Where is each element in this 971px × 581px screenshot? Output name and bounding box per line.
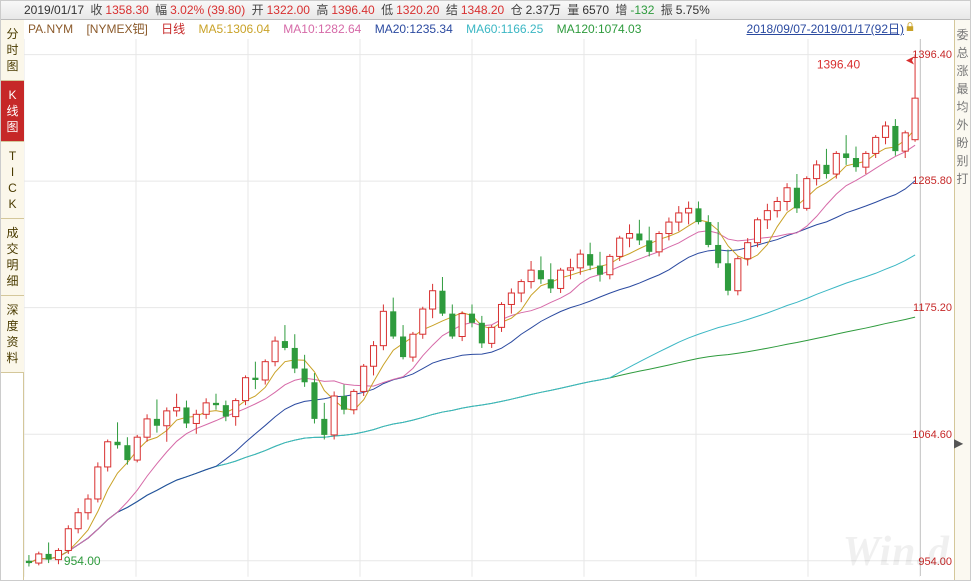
high-val: 1396.40 bbox=[331, 3, 374, 17]
amp-pct: 3.02% bbox=[170, 3, 204, 17]
expand-icon[interactable]: ▶ bbox=[954, 436, 964, 460]
status-bar: 2019/01/17 收1358.30 幅3.02%(39.80) 开1322.… bbox=[1, 1, 970, 20]
ma120: MA120:1074.03 bbox=[557, 22, 642, 36]
amp-lbl: 幅 bbox=[155, 3, 167, 17]
bar-date: 2019/01/17 bbox=[24, 3, 84, 17]
vol-lbl: 量 bbox=[567, 3, 579, 17]
range-val: 5.75% bbox=[676, 3, 710, 17]
left-tab-fenshitu[interactable]: 分时图 bbox=[1, 20, 24, 81]
left-tab-column: 分时图K线图TICK成交明细深度资料 bbox=[1, 20, 24, 580]
y-tick: 1396.40 bbox=[912, 49, 952, 61]
right-col-char[interactable]: 涨 bbox=[956, 62, 968, 80]
close-lbl: 收 bbox=[90, 3, 102, 17]
left-tab-tick[interactable]: TICK bbox=[1, 142, 24, 219]
settle-lbl: 结 bbox=[446, 3, 458, 17]
right-col-char[interactable]: 盼 bbox=[956, 134, 968, 152]
right-col-char[interactable]: 均 bbox=[956, 98, 968, 116]
y-tick: 1175.20 bbox=[913, 302, 952, 314]
ma10: MA10:1282.64 bbox=[283, 22, 361, 36]
trading-root: 2019/01/17 收1358.30 幅3.02%(39.80) 开1322.… bbox=[0, 0, 971, 581]
low-lbl: 低 bbox=[381, 3, 393, 17]
ma20: MA20:1235.34 bbox=[375, 22, 453, 36]
chg-val: -132 bbox=[630, 3, 654, 17]
right-column: ▶ 委总涨最均外盼别打 bbox=[954, 20, 970, 580]
right-col-char[interactable]: 总 bbox=[956, 44, 968, 62]
right-col-char[interactable]: 打 bbox=[956, 170, 968, 188]
svg-text:1396.40: 1396.40 bbox=[817, 58, 861, 72]
oi-lbl: 仓 bbox=[511, 3, 523, 17]
left-tab-shendu[interactable]: 深度资料 bbox=[1, 296, 24, 373]
range-lbl: 振 bbox=[661, 3, 673, 17]
amp-abs: (39.80) bbox=[207, 3, 245, 17]
oi-val: 2.37万 bbox=[526, 3, 561, 17]
right-col-char[interactable]: 委 bbox=[956, 26, 968, 44]
right-col-char[interactable]: 外 bbox=[956, 116, 968, 134]
vol-val: 6570 bbox=[582, 3, 609, 17]
price-axis: 1396.401285.801175.201064.60954.00 bbox=[920, 39, 954, 576]
right-col-char[interactable]: 别 bbox=[956, 152, 968, 170]
chg-lbl: 增 bbox=[615, 3, 627, 17]
y-tick: 954.00 bbox=[918, 556, 952, 568]
left-tab-kxiantu[interactable]: K线图 bbox=[1, 81, 24, 142]
open-lbl: 开 bbox=[252, 3, 264, 17]
date-range-link[interactable]: 2018/09/07-2019/01/17(92日) bbox=[747, 20, 904, 39]
period: 日线 bbox=[161, 22, 185, 36]
symbol: PA.NYM bbox=[28, 22, 73, 36]
ma5: MA5:1306.04 bbox=[199, 22, 270, 36]
y-tick: 1285.80 bbox=[912, 175, 952, 187]
candlestick-chart[interactable]: 1396.40 954.00 bbox=[24, 39, 920, 577]
desc: [NYMEX钯] bbox=[86, 22, 147, 36]
left-tab-chengjiao[interactable]: 成交明细 bbox=[1, 219, 24, 296]
right-col-char[interactable]: 最 bbox=[956, 80, 968, 98]
settle-val: 1348.20 bbox=[461, 3, 504, 17]
low-val: 1320.20 bbox=[396, 3, 439, 17]
svg-text:954.00: 954.00 bbox=[64, 554, 101, 568]
lock-icon[interactable] bbox=[906, 22, 914, 32]
high-lbl: 高 bbox=[316, 3, 328, 17]
close-val: 1358.30 bbox=[105, 3, 148, 17]
y-tick: 1064.60 bbox=[912, 429, 952, 441]
open-val: 1322.00 bbox=[267, 3, 310, 17]
ma60: MA60:1166.25 bbox=[466, 22, 543, 36]
